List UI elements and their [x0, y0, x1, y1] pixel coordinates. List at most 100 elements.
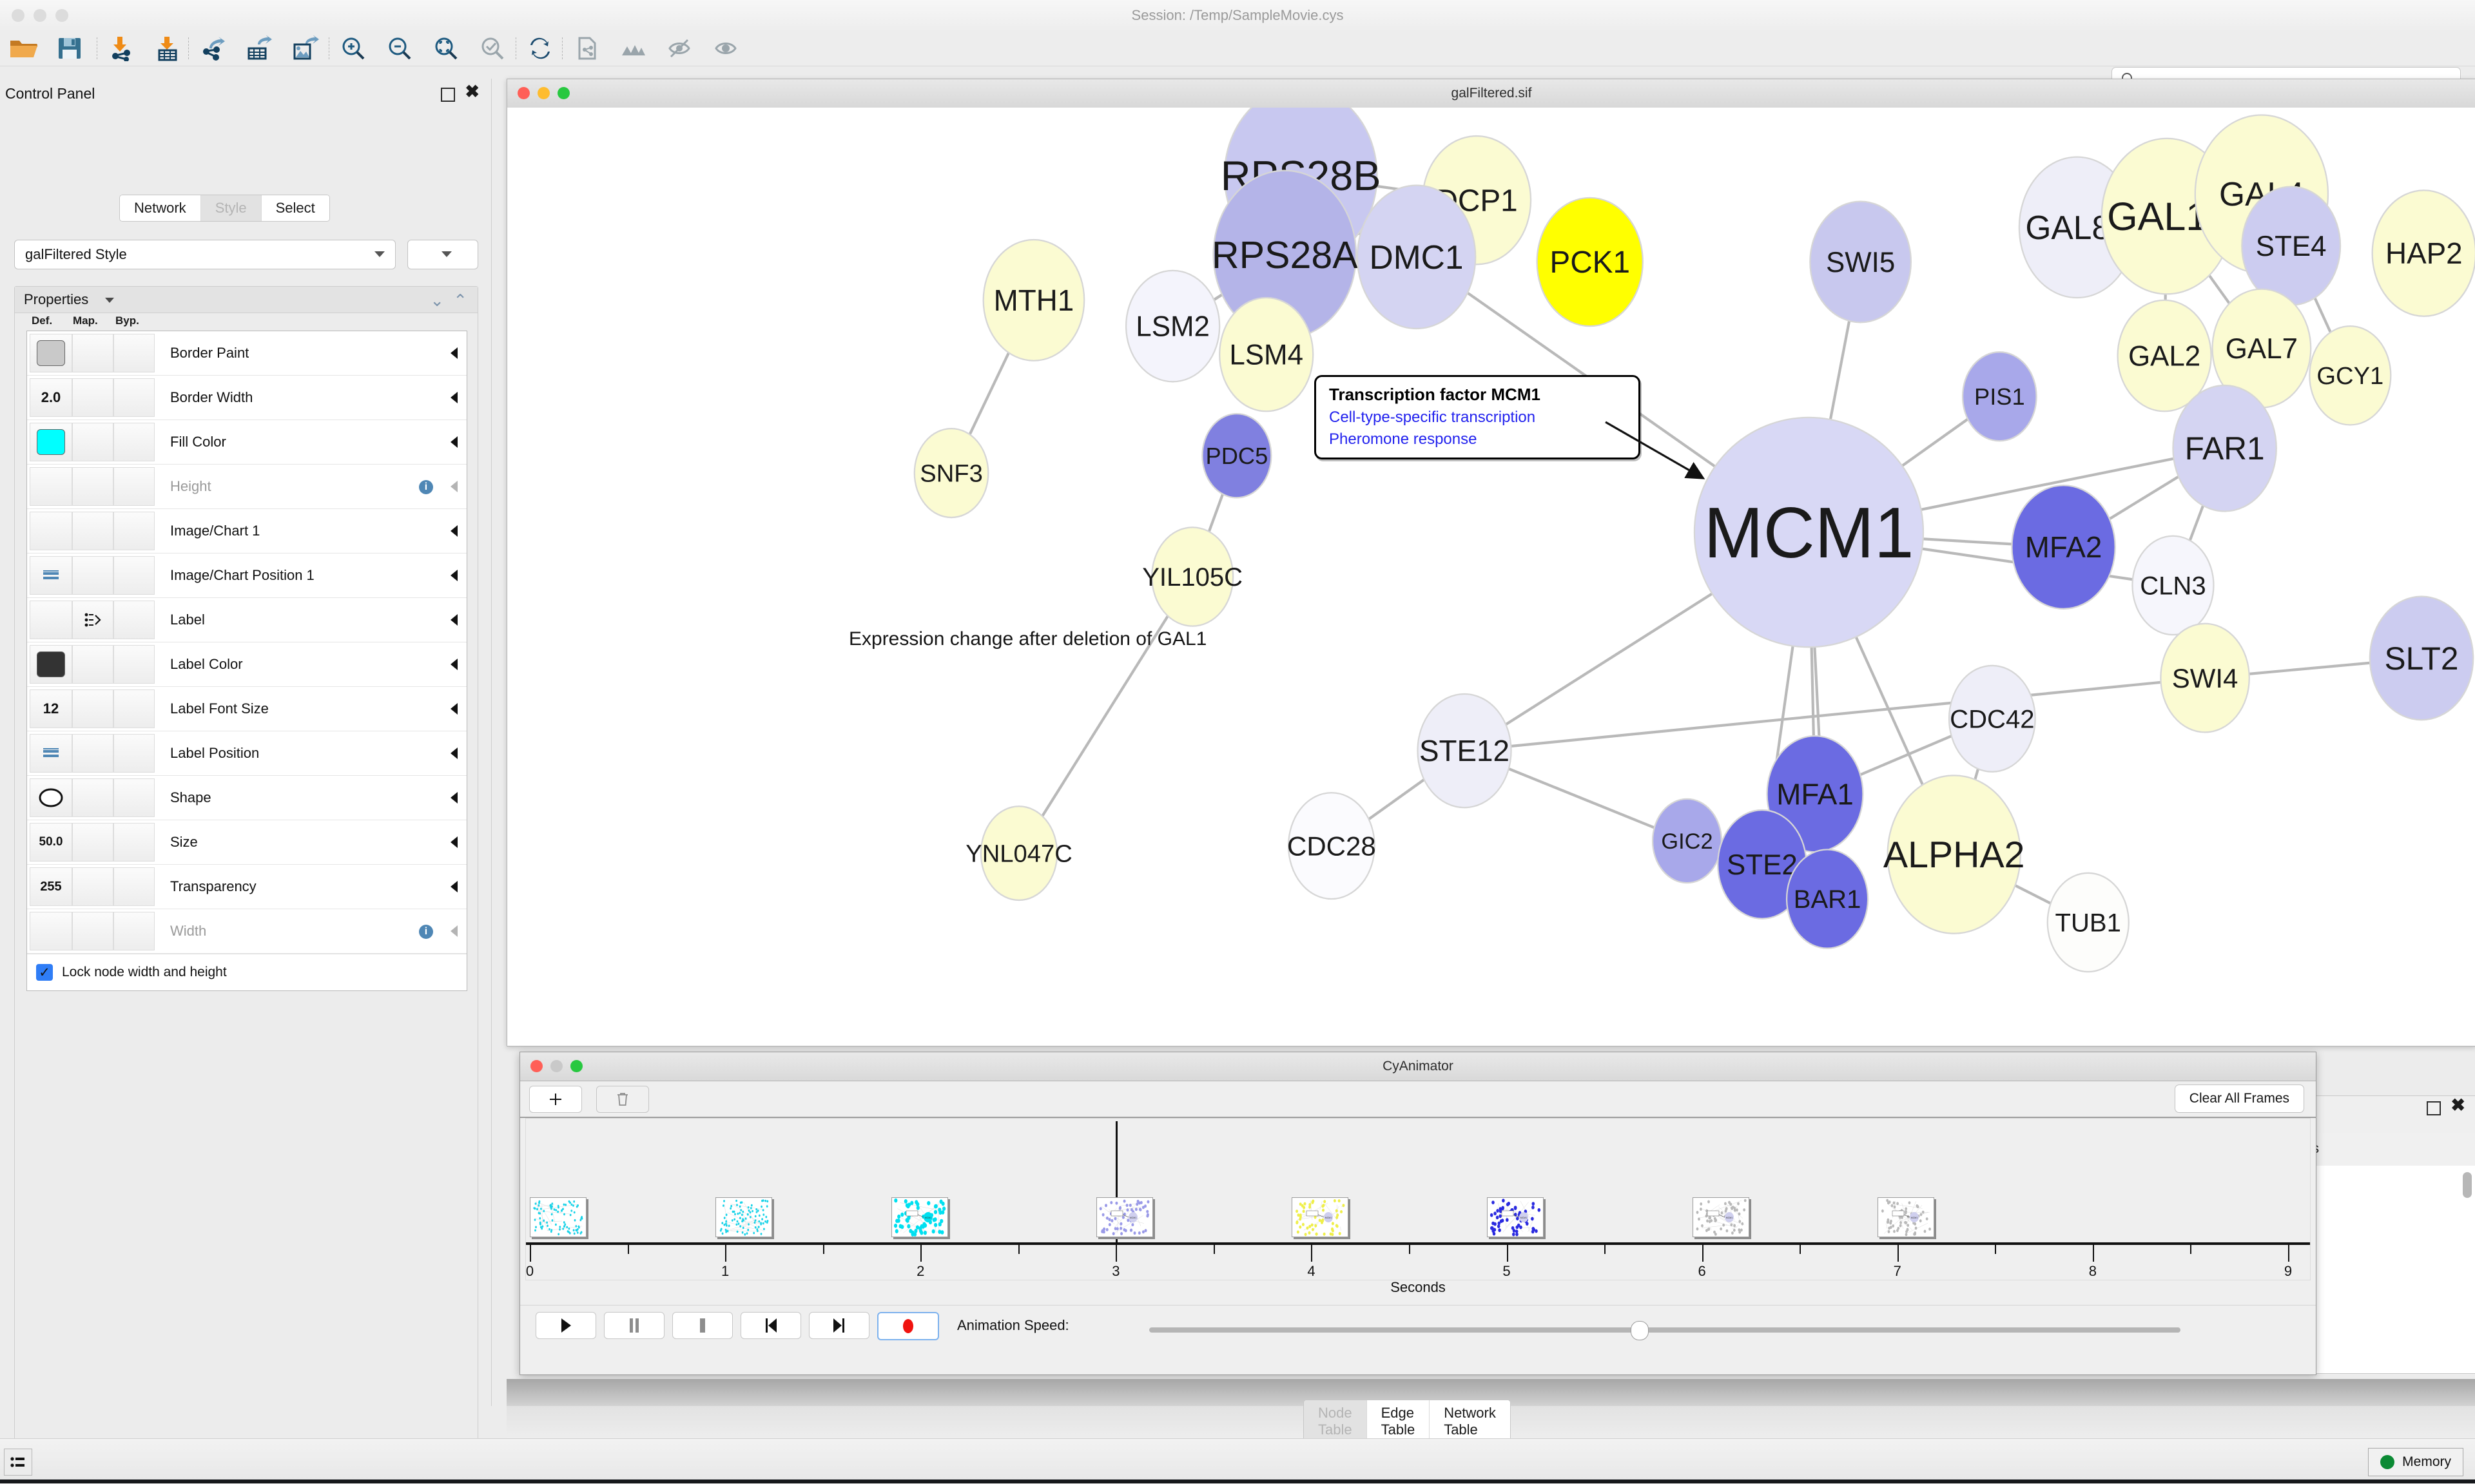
export-table-icon[interactable]: [236, 31, 282, 66]
expand-arrow-icon[interactable]: [451, 436, 458, 448]
label-default-cell[interactable]: [30, 601, 72, 639]
record-button[interactable]: [877, 1312, 939, 1340]
style-dropdown[interactable]: galFiltered Style: [14, 240, 396, 269]
show-icon[interactable]: [703, 31, 749, 66]
close-panel-icon[interactable]: ✖: [465, 83, 480, 101]
open-folder-icon[interactable]: [0, 31, 46, 66]
expand-all-icon[interactable]: ⌄: [430, 291, 444, 311]
property-row-border-paint[interactable]: Border Paint: [27, 331, 467, 376]
lock-node-width-height-row[interactable]: ✓ Lock node width and height: [27, 954, 467, 990]
label-font-size-default-value[interactable]: 12: [30, 689, 72, 728]
clear-all-frames-button[interactable]: Clear All Frames: [2175, 1084, 2304, 1113]
property-row-label-position[interactable]: Label Position: [27, 731, 467, 776]
pause-button[interactable]: [604, 1312, 665, 1339]
network-canvas[interactable]: RPS28BDCP1RPS28ADMC1PCK1SWI5GAL80GAL11GA…: [507, 108, 2475, 1046]
tab-network[interactable]: Network: [120, 195, 201, 221]
add-frame-button[interactable]: [529, 1086, 582, 1113]
border-width-mapping-cell[interactable]: [72, 378, 113, 417]
label-font-size-bypass-cell[interactable]: [113, 689, 155, 728]
image-chart-position-1-mapping-cell[interactable]: [72, 556, 113, 595]
frame-thumbnail[interactable]: MCM1: [891, 1197, 948, 1237]
network-traffic-lights[interactable]: [518, 87, 570, 99]
frame-thumbnail[interactable]: MCM1: [1292, 1197, 1348, 1237]
zoom-selected-icon[interactable]: [469, 31, 516, 66]
image-chart-1-mapping-cell[interactable]: [72, 512, 113, 550]
expand-arrow-icon[interactable]: [451, 347, 458, 359]
tab-network-table[interactable]: Network Table: [1430, 1400, 1510, 1443]
frame-thumbnail[interactable]: [530, 1197, 587, 1237]
size-default-value[interactable]: 50.0: [30, 823, 72, 862]
property-row-shape[interactable]: Shape: [27, 776, 467, 820]
close-table-panel-icon[interactable]: ✖: [2451, 1097, 2465, 1114]
maximize-network-dot[interactable]: [558, 87, 570, 99]
lock-checkbox[interactable]: ✓: [36, 964, 53, 981]
label-position-icon[interactable]: [30, 734, 72, 773]
refresh-icon[interactable]: [517, 31, 563, 66]
expand-arrow-icon[interactable]: [451, 525, 458, 537]
tab-style[interactable]: Style: [201, 195, 262, 221]
property-row-label[interactable]: Label: [27, 598, 467, 642]
export-image-icon[interactable]: [282, 31, 329, 66]
property-row-border-width[interactable]: 2.0 Border Width: [27, 376, 467, 420]
fill-color-default-swatch[interactable]: [30, 423, 72, 461]
label-bypass-cell[interactable]: [113, 601, 155, 639]
collapse-all-icon[interactable]: ⌃: [453, 291, 467, 311]
border-width-bypass-cell[interactable]: [113, 378, 155, 417]
border-paint-mapping-cell[interactable]: [72, 334, 113, 372]
shape-default-icon[interactable]: [30, 778, 72, 817]
hide-icon[interactable]: [656, 31, 703, 66]
close-cyanimator-dot[interactable]: [530, 1060, 543, 1072]
label-color-mapping-cell[interactable]: [72, 645, 113, 684]
property-row-size[interactable]: 50.0 Size: [27, 820, 467, 865]
skip-end-button[interactable]: [809, 1312, 869, 1339]
property-row-transparency[interactable]: 255 Transparency: [27, 865, 467, 909]
property-row-fill-color[interactable]: Fill Color: [27, 420, 467, 465]
image-chart-1-bypass-cell[interactable]: [113, 512, 155, 550]
zoom-in-icon[interactable]: [330, 31, 376, 66]
border-paint-default-swatch[interactable]: [30, 334, 72, 372]
border-width-default-value[interactable]: 2.0: [30, 378, 72, 417]
label-position-bypass-cell[interactable]: [113, 734, 155, 773]
style-options-menu-button[interactable]: [407, 240, 478, 269]
property-row-image-chart-position-1[interactable]: Image/Chart Position 1: [27, 554, 467, 598]
cyanimator-traffic-lights[interactable]: [530, 1060, 583, 1072]
expand-arrow-icon[interactable]: [451, 392, 458, 403]
expand-arrow-icon[interactable]: [451, 836, 458, 848]
memory-status-button[interactable]: Memory: [2368, 1448, 2463, 1476]
fill-color-bypass-cell[interactable]: [113, 423, 155, 461]
import-table-icon[interactable]: [144, 31, 191, 66]
expand-arrow-icon[interactable]: [451, 614, 458, 626]
property-row-image-chart-1[interactable]: Image/Chart 1: [27, 509, 467, 554]
stop-button[interactable]: [672, 1312, 733, 1339]
expand-arrow-icon[interactable]: [451, 881, 458, 892]
float-panel-icon[interactable]: [441, 88, 455, 102]
expand-arrow-icon[interactable]: [451, 792, 458, 804]
transparency-bypass-cell[interactable]: [113, 867, 155, 906]
import-network-icon[interactable]: [98, 31, 144, 66]
close-network-dot[interactable]: [518, 87, 530, 99]
label-color-default-swatch[interactable]: [30, 645, 72, 684]
size-bypass-cell[interactable]: [113, 823, 155, 862]
expand-arrow-icon[interactable]: [451, 747, 458, 759]
save-icon[interactable]: [46, 31, 93, 66]
label-mapping-icon[interactable]: [72, 601, 113, 639]
property-row-label-color[interactable]: Label Color: [27, 642, 467, 687]
play-button[interactable]: [536, 1312, 596, 1339]
group-icon[interactable]: [610, 31, 656, 66]
info-icon[interactable]: i: [419, 925, 433, 939]
info-icon[interactable]: i: [419, 480, 433, 494]
properties-menu-icon[interactable]: [105, 298, 114, 303]
skip-start-button[interactable]: [741, 1312, 801, 1339]
maximize-cyanimator-dot[interactable]: [570, 1060, 583, 1072]
label-position-mapping-cell[interactable]: [72, 734, 113, 773]
table-scrollbar[interactable]: [2463, 1172, 2472, 1198]
export-network-icon[interactable]: [189, 31, 236, 66]
animation-speed-slider-knob[interactable]: [1631, 1321, 1649, 1340]
minimize-network-dot[interactable]: [538, 87, 550, 99]
expand-arrow-icon[interactable]: [451, 570, 458, 581]
expand-arrow-icon[interactable]: [451, 703, 458, 715]
animation-speed-slider-track[interactable]: [1149, 1327, 2180, 1333]
expand-arrow-icon[interactable]: [451, 659, 458, 670]
transparency-default-value[interactable]: 255: [30, 867, 72, 906]
